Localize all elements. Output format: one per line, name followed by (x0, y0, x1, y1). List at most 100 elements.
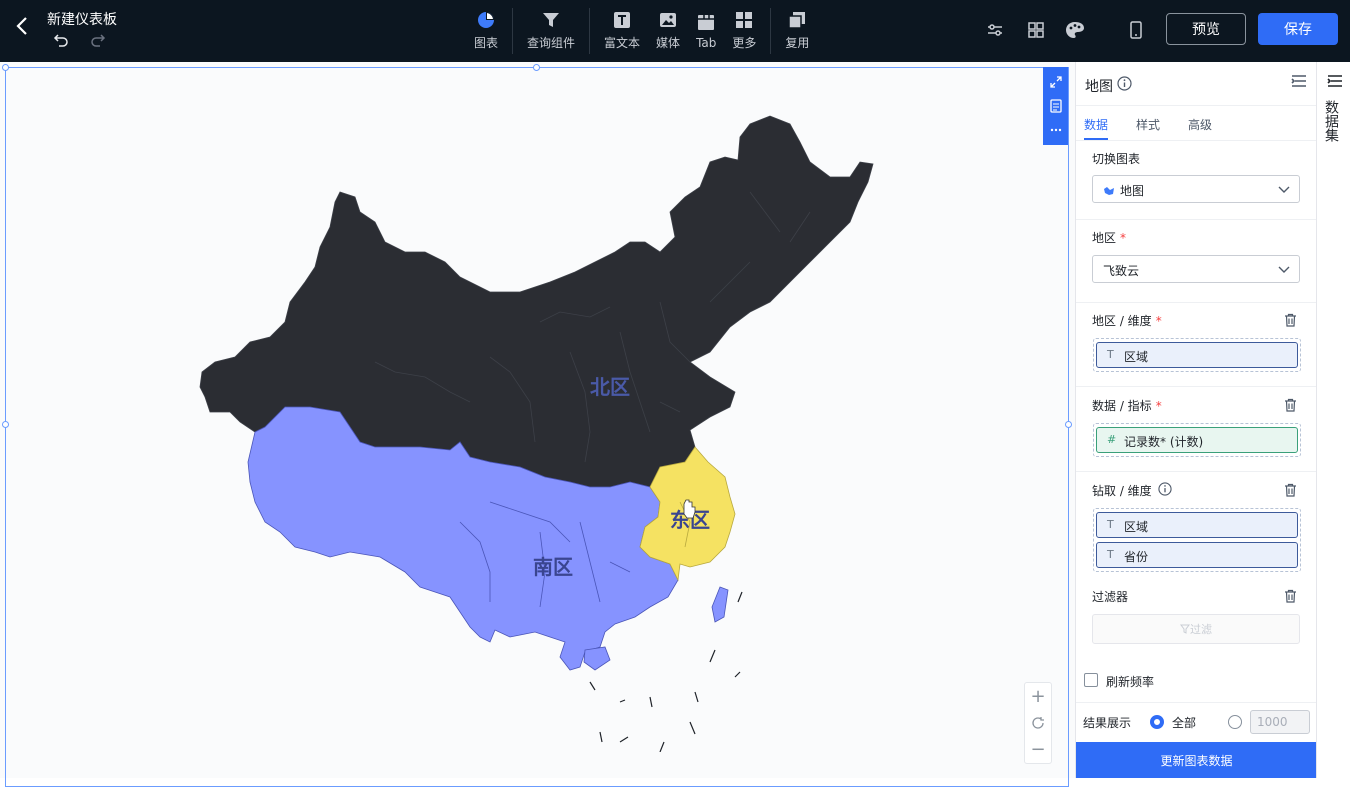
info-icon[interactable] (1158, 482, 1173, 497)
region-select[interactable]: 飞致云 (1092, 255, 1300, 283)
field-name: 区域 (1124, 350, 1149, 364)
chart-type-select[interactable]: 地图 (1092, 175, 1300, 203)
grid-icon (735, 11, 753, 29)
resize-handle[interactable] (2, 421, 9, 428)
result-label: 结果展示 (1083, 716, 1132, 730)
active-tab-indicator (1084, 138, 1108, 140)
map-icon (1104, 186, 1114, 195)
result-all-radio[interactable] (1150, 715, 1164, 729)
tool-query[interactable]: 查询组件 (519, 0, 583, 62)
section-divider (1076, 386, 1317, 387)
map-island-taiwan[interactable] (711, 586, 729, 623)
redo-icon[interactable] (88, 32, 108, 52)
trash-icon[interactable] (1284, 398, 1298, 412)
text-type-icon: T (1107, 518, 1114, 531)
china-map[interactable]: 北区 南区 东区 (190, 102, 890, 752)
zoom-in-icon[interactable]: + (1030, 685, 1046, 707)
preview-button[interactable]: 预览 (1166, 13, 1246, 45)
map-region-south[interactable] (247, 406, 679, 671)
region-label: 地区 * (1092, 231, 1127, 245)
province-borders (374, 191, 811, 463)
hand-cursor-icon (683, 499, 696, 519)
refresh-label: 刷新频率 (1106, 675, 1155, 689)
undo-icon[interactable] (51, 32, 71, 52)
province-borders (679, 501, 691, 548)
map-zoom-controls: + − (1024, 682, 1052, 764)
dashboard-canvas: 北区 南区 东区 + − (0, 62, 1075, 787)
text-icon (613, 11, 631, 29)
save-button[interactable]: 保存 (1258, 13, 1338, 45)
dataset-tab-label: 数据集 (1323, 100, 1339, 142)
tab-icon (697, 13, 715, 31)
field-chip[interactable]: T 区域 (1096, 512, 1298, 538)
tool-reuse-label: 复用 (785, 36, 810, 50)
zoom-out-icon[interactable]: − (1030, 739, 1046, 761)
dataset-side-tab[interactable]: 数据集 (1316, 62, 1350, 778)
drill-dropzone[interactable]: T 区域 T 省份 (1093, 508, 1301, 572)
refresh-checkbox[interactable] (1084, 673, 1098, 687)
chart-config-panel: 地图 数据 样式 高级 切换图表 地图 地区 * 飞致云 地区 / 维度 * T 区… (1075, 62, 1317, 778)
tool-more-label: 更多 (732, 36, 757, 50)
tool-media-label: 媒体 (656, 36, 681, 50)
tool-richtext[interactable]: 富文本 (596, 0, 648, 62)
trash-icon[interactable] (1284, 313, 1298, 327)
tab-data[interactable]: 数据 (1084, 118, 1109, 132)
palette-icon[interactable] (1064, 19, 1086, 41)
tab-style[interactable]: 样式 (1136, 118, 1161, 132)
resize-handle[interactable] (533, 64, 540, 71)
region-label-north: 北区 (590, 375, 630, 399)
result-count-radio[interactable] (1228, 715, 1242, 729)
tool-reuse[interactable]: 复用 (777, 0, 817, 62)
collapse-icon[interactable] (1327, 74, 1343, 90)
resize-handle[interactable] (1065, 421, 1072, 428)
tool-richtext-label: 富文本 (604, 36, 641, 50)
mobile-icon[interactable] (1125, 19, 1147, 41)
toolbar: 图表 查询组件 富文本 媒体 Tab (466, 0, 817, 62)
dashboard-title[interactable]: 新建仪表板 (47, 12, 117, 28)
top-bar: 新建仪表板 图表 查询组件 富文本 (0, 0, 1350, 62)
collapse-panel-icon[interactable] (1291, 74, 1309, 92)
panel-header: 地图 (1076, 62, 1317, 106)
dimension-dropzone[interactable]: T 区域 (1093, 338, 1301, 372)
tool-chart-label: 图表 (474, 36, 499, 50)
tool-chart[interactable]: 图表 (466, 0, 506, 62)
field-chip[interactable]: # 记录数* (计数) (1096, 427, 1298, 453)
reset-icon[interactable] (1028, 713, 1048, 733)
metric-dropzone[interactable]: # 记录数* (计数) (1093, 423, 1301, 457)
details-icon[interactable] (1048, 98, 1064, 114)
filter-button[interactable]: 过滤 (1092, 614, 1300, 644)
text-type-icon: T (1107, 548, 1114, 561)
back-icon[interactable] (10, 16, 34, 42)
trash-icon[interactable] (1284, 483, 1298, 497)
field-name: 区域 (1124, 520, 1149, 534)
tool-media[interactable]: 媒体 (648, 0, 688, 62)
tab-advanced[interactable]: 高级 (1188, 118, 1213, 132)
tool-tab[interactable]: Tab (688, 0, 724, 62)
drill-label: 钻取 / 维度 (1092, 484, 1152, 498)
resize-handle[interactable] (2, 64, 9, 71)
info-icon[interactable] (1117, 76, 1133, 92)
metric-label: 数据 / 指标 * (1092, 399, 1162, 413)
copy-icon (788, 11, 806, 29)
update-chart-button[interactable]: 更新图表数据 (1076, 742, 1317, 778)
result-count-input[interactable]: 1000 (1250, 710, 1310, 734)
more-icon[interactable] (1048, 122, 1064, 138)
section-divider (1076, 219, 1317, 220)
expand-icon[interactable] (1048, 74, 1064, 90)
filter-button-label: 过滤 (1190, 623, 1212, 636)
map-islands (589, 591, 743, 752)
layout-icon[interactable] (1025, 19, 1047, 41)
toolbar-divider (589, 8, 591, 54)
trash-icon[interactable] (1284, 589, 1298, 603)
field-chip[interactable]: T 区域 (1096, 342, 1298, 368)
chevron-down-icon (1278, 266, 1290, 273)
section-divider (1076, 302, 1317, 303)
map-region-north[interactable] (199, 115, 874, 488)
sliders-icon[interactable] (984, 19, 1006, 41)
field-chip[interactable]: T 省份 (1096, 542, 1298, 568)
section-divider (1076, 702, 1317, 703)
map-island-hainan[interactable] (583, 646, 611, 671)
result-all-label: 全部 (1172, 716, 1197, 730)
toolbar-divider (512, 8, 514, 54)
tool-more[interactable]: 更多 (724, 0, 764, 62)
